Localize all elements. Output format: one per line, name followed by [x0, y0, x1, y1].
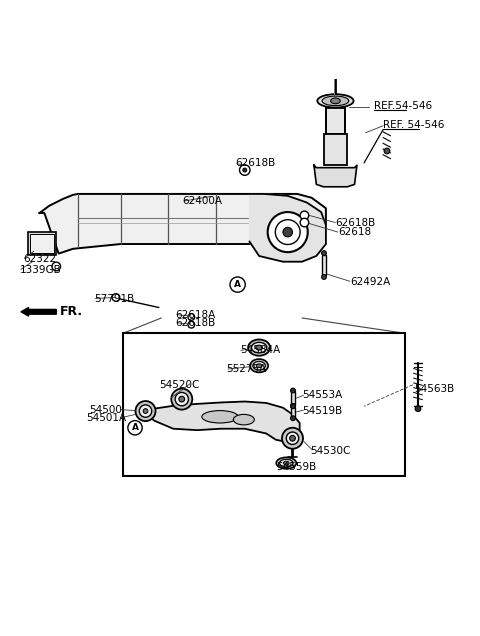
Text: 54520C: 54520C	[159, 380, 199, 390]
Ellipse shape	[248, 340, 270, 356]
Ellipse shape	[256, 364, 262, 368]
Circle shape	[286, 432, 299, 445]
Text: 62618B: 62618B	[336, 218, 376, 228]
Circle shape	[179, 396, 185, 402]
Circle shape	[143, 409, 148, 413]
Circle shape	[415, 406, 421, 411]
Text: 62618B: 62618B	[235, 158, 276, 168]
Circle shape	[188, 321, 195, 328]
Circle shape	[188, 314, 195, 321]
Bar	[322, 255, 326, 275]
Ellipse shape	[276, 457, 296, 469]
Text: 62400A: 62400A	[183, 196, 223, 206]
Circle shape	[139, 405, 152, 417]
Text: 55275A: 55275A	[227, 364, 267, 374]
Polygon shape	[39, 194, 326, 254]
Text: A: A	[132, 424, 139, 432]
Text: 54584A: 54584A	[240, 345, 280, 356]
Circle shape	[289, 436, 295, 441]
Circle shape	[240, 165, 250, 176]
Text: 54519B: 54519B	[302, 406, 342, 416]
Circle shape	[112, 294, 120, 301]
Text: 54553A: 54553A	[302, 391, 342, 400]
Text: FR.: FR.	[60, 305, 83, 318]
Circle shape	[128, 420, 142, 435]
Circle shape	[290, 416, 295, 420]
Ellipse shape	[322, 96, 349, 106]
Text: 54500: 54500	[90, 404, 122, 415]
FancyArrow shape	[21, 307, 56, 316]
Ellipse shape	[283, 461, 289, 465]
Ellipse shape	[331, 98, 340, 104]
Circle shape	[300, 218, 309, 227]
Bar	[28, 232, 56, 255]
Bar	[291, 392, 295, 405]
Ellipse shape	[253, 361, 265, 370]
Text: 62322: 62322	[23, 254, 56, 265]
Ellipse shape	[252, 342, 267, 353]
Ellipse shape	[250, 359, 268, 373]
Circle shape	[300, 211, 309, 219]
Circle shape	[175, 392, 189, 406]
Ellipse shape	[202, 411, 238, 423]
Bar	[326, 108, 345, 134]
Text: 62618B: 62618B	[176, 318, 216, 328]
Text: 57791B: 57791B	[95, 294, 135, 304]
Text: 54563B: 54563B	[414, 384, 455, 394]
Text: 62618: 62618	[338, 227, 371, 237]
Bar	[291, 407, 295, 417]
Bar	[324, 134, 348, 165]
Circle shape	[171, 389, 192, 410]
Polygon shape	[314, 165, 357, 187]
Text: 54530C: 54530C	[311, 446, 351, 455]
Circle shape	[243, 168, 247, 172]
Ellipse shape	[256, 345, 263, 350]
Text: REF. 54-546: REF. 54-546	[383, 120, 444, 130]
Ellipse shape	[233, 415, 254, 425]
Bar	[30, 234, 54, 253]
Ellipse shape	[317, 94, 354, 107]
Circle shape	[290, 404, 295, 409]
Circle shape	[52, 262, 60, 271]
Circle shape	[322, 275, 326, 279]
Text: 54559B: 54559B	[276, 462, 316, 472]
Polygon shape	[250, 194, 326, 261]
Text: 1339GB: 1339GB	[20, 265, 61, 275]
Text: A: A	[234, 280, 241, 289]
Circle shape	[135, 401, 156, 421]
Circle shape	[283, 227, 292, 237]
Circle shape	[290, 388, 295, 393]
Ellipse shape	[280, 459, 293, 467]
Circle shape	[282, 428, 303, 449]
Text: 54501A: 54501A	[86, 413, 126, 423]
Circle shape	[290, 403, 295, 408]
Circle shape	[322, 251, 326, 256]
Circle shape	[268, 212, 308, 252]
Circle shape	[276, 219, 300, 244]
Bar	[123, 333, 405, 476]
Circle shape	[230, 277, 245, 292]
Polygon shape	[142, 401, 300, 442]
Text: REF.54-546: REF.54-546	[373, 100, 432, 111]
Circle shape	[384, 148, 390, 154]
Text: 62618A: 62618A	[176, 310, 216, 320]
Text: 62492A: 62492A	[350, 277, 390, 287]
